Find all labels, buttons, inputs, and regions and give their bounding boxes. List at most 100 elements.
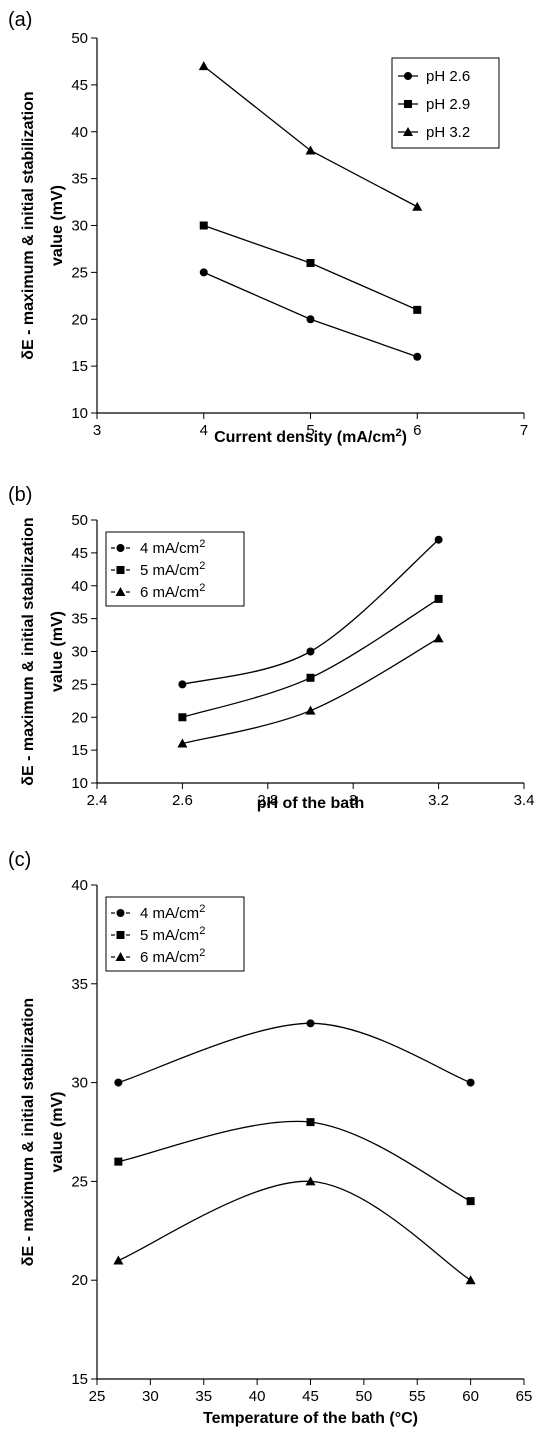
panel-label: (a) [8, 9, 32, 31]
y-tick-label: 20 [71, 311, 88, 328]
x-tick-label: 5 [306, 422, 314, 439]
series-line [118, 1120, 471, 1202]
x-tick-label: 3 [93, 422, 101, 439]
x-tick-label: 7 [520, 422, 528, 439]
x-tick-label: 3.4 [514, 792, 535, 809]
legend-box [105, 531, 245, 607]
data-point-circle [306, 647, 315, 656]
x-tick-label: 2.8 [257, 792, 278, 809]
x-tick-label: 35 [195, 1388, 212, 1405]
legend-label: 6 mA/cm2 [140, 582, 205, 601]
series-1 [178, 535, 443, 689]
legend: 4 mA/cm2 5 mA/cm2 6 mA/cm2 [105, 896, 245, 972]
data-point-square [434, 594, 443, 603]
y-tick-label: 20 [71, 709, 88, 726]
data-point-circle [199, 268, 208, 277]
series-line [203, 271, 418, 358]
series-1 [199, 268, 422, 361]
legend-marker-square [404, 100, 412, 108]
y-tick-label: 35 [71, 611, 88, 628]
y-axis-title-unit: value (mV) [49, 185, 66, 266]
x-axis-title: pH of the bath [257, 795, 365, 812]
y-tick-label: 25 [71, 676, 88, 693]
y-tick-label: 10 [71, 405, 88, 422]
legend-label: pH 2.9 [426, 96, 470, 113]
y-tick-label: 35 [71, 976, 88, 993]
legend: pH 2.6 pH 2.9 pH 3.2 [391, 57, 500, 149]
panel-label: (c) [8, 849, 31, 871]
data-point-square [413, 305, 422, 314]
series-line [203, 224, 418, 311]
panel-label: (b) [8, 484, 32, 506]
chart-panel-2: (b) 10 15 20 25 30 35 40 45 50 2.4 2.6 2.8 3 3.2 3.4 pH … [8, 484, 534, 812]
legend-marker-square [116, 566, 125, 574]
series-line [203, 65, 418, 208]
data-point-triangle [433, 633, 444, 643]
legend-marker-triangle [115, 587, 126, 596]
y-tick-label: 35 [71, 171, 88, 188]
data-point-circle [413, 352, 422, 361]
series-line [118, 1022, 471, 1084]
x-tick-label: 60 [462, 1388, 479, 1405]
y-tick-label: 25 [71, 1173, 88, 1190]
data-point-triangle [412, 201, 423, 211]
y-tick-label: 45 [71, 77, 88, 94]
series-2 [199, 221, 422, 314]
data-point-circle [434, 535, 443, 544]
legend-marker-circle [404, 72, 412, 80]
data-point-square [114, 1157, 123, 1166]
data-point-square [306, 259, 315, 267]
y-axis-title-unit: value (mV) [49, 611, 66, 692]
series-2 [178, 594, 443, 722]
data-point-triangle [465, 1275, 476, 1285]
y-axis-title: δE - maximum & initial stabilization [20, 998, 37, 1266]
x-tick-label: 50 [356, 1388, 373, 1405]
legend-marker-triangle [403, 127, 413, 136]
x-tick-label: 25 [89, 1388, 106, 1405]
series-2 [114, 1118, 475, 1206]
y-tick-label: 10 [71, 775, 88, 792]
legend-marker-square [116, 931, 125, 939]
data-point-triangle [113, 1255, 124, 1265]
y-axis-title-unit: value (mV) [49, 1092, 66, 1173]
legend-label: 5 mA/cm2 [140, 560, 205, 579]
legend-label: pH 3.2 [426, 124, 470, 141]
series-1 [114, 1019, 475, 1087]
legend-marker-circle [116, 544, 125, 552]
y-tick-label: 15 [71, 742, 88, 759]
series-line [118, 1180, 471, 1281]
x-axis-title: Temperature of the bath (°C) [203, 1410, 418, 1427]
legend-label: 6 mA/cm2 [140, 947, 205, 966]
x-tick-label: 2.4 [87, 792, 108, 809]
y-tick-label: 40 [71, 124, 88, 141]
y-tick-label: 40 [71, 578, 88, 595]
data-point-square [199, 221, 208, 230]
x-tick-label: 30 [142, 1388, 159, 1405]
legend-label: pH 2.6 [426, 68, 470, 85]
y-tick-label: 20 [71, 1272, 88, 1289]
legend: 4 mA/cm2 5 mA/cm2 6 mA/cm2 [105, 531, 245, 607]
x-tick-label: 40 [249, 1388, 266, 1405]
data-point-square [178, 713, 187, 722]
data-point-circle [114, 1078, 123, 1087]
chart-panel-3: (c) 15 20 25 30 35 40 25 30 35 40 45 50 55 60 65 Tempera… [8, 849, 532, 1427]
legend-marker-triangle [115, 952, 126, 961]
x-tick-label: 6 [413, 422, 421, 439]
legend-marker-circle [116, 909, 125, 917]
x-tick-label: 4 [200, 422, 208, 439]
x-tick-label: 3.2 [428, 792, 449, 809]
y-tick-label: 15 [71, 1371, 88, 1388]
data-point-square [466, 1197, 475, 1206]
y-tick-label: 50 [71, 512, 88, 529]
y-axis-title: δE - maximum & initial stabilization [20, 91, 37, 359]
legend-label: 4 mA/cm2 [140, 903, 205, 922]
data-point-triangle [177, 738, 188, 748]
data-point-triangle [305, 1176, 316, 1186]
series-line [182, 598, 439, 718]
y-tick-label: 30 [71, 644, 88, 661]
x-axis-title: Current density (mA/cm2) [214, 427, 407, 446]
series-3 [198, 61, 423, 211]
y-tick-label: 50 [71, 30, 88, 47]
